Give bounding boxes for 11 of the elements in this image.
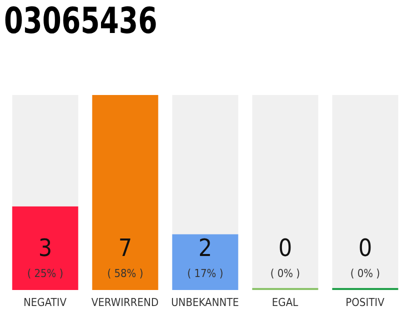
x-tick-label: EGAL [272,296,299,309]
data-label: 0 ( 0% ) [270,234,300,280]
x-tick-label: UNBEKANNTE [171,296,239,309]
data-label: 0 ( 0% ) [350,234,380,280]
chart-title: 03065436 [4,0,158,44]
x-tick-label: POSITIV [346,296,385,309]
data-label: 2 ( 17% ) [187,234,224,280]
data-label: 7 ( 58% ) [107,234,144,280]
x-tick-label: VERWIRREND [91,296,159,309]
data-label: 3 ( 25% ) [27,234,64,280]
x-tick-label: NEGATIV [24,296,67,309]
